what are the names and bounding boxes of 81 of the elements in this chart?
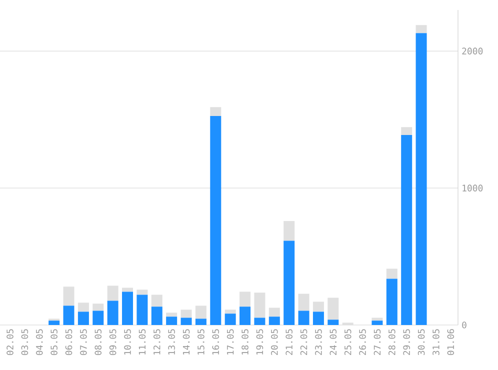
bar (254, 318, 266, 325)
x-tick-label: 28.05 (388, 329, 396, 355)
bar (166, 312, 178, 317)
bar (386, 278, 398, 325)
x-tick-label: 06.05 (65, 329, 72, 356)
bar (386, 268, 398, 279)
x-tick-label: 20.05 (270, 329, 278, 355)
x-tick-label: 07.05 (80, 329, 87, 356)
bar (312, 302, 324, 312)
x-tick-label: 09.05 (109, 329, 116, 356)
bar (372, 320, 383, 325)
x-tick-label: 17.05 (226, 329, 234, 355)
bar (224, 310, 236, 314)
bar (268, 316, 280, 325)
bar (92, 310, 104, 325)
bar (63, 286, 74, 306)
bar (107, 300, 118, 325)
bar (254, 292, 266, 318)
bar (298, 310, 310, 325)
x-tick-label: 23.05 (315, 329, 322, 355)
x-tick-label: 15.05 (198, 329, 204, 355)
bar (284, 240, 295, 325)
x-tick-label: 16.05 (212, 329, 220, 355)
bar (78, 302, 89, 312)
bar (180, 310, 192, 318)
x-tick-label: 01.06 (447, 329, 454, 356)
bar (136, 294, 148, 325)
x-tick-label: 22.05 (300, 329, 308, 355)
bar (107, 286, 118, 301)
bar (122, 288, 134, 292)
bar (416, 25, 427, 34)
bar (372, 318, 383, 321)
bar (92, 304, 104, 311)
bar (416, 33, 427, 325)
y-tick-label: 1000 (462, 184, 483, 192)
x-tick-label: 03.05 (21, 329, 28, 356)
x-tick-label: 14.05 (182, 329, 190, 355)
bar (151, 306, 162, 325)
x-tick-label: 24.05 (330, 329, 337, 355)
bar (210, 107, 222, 116)
y-tick-label: 0 (462, 322, 466, 328)
bar (240, 292, 251, 307)
x-tick-label: 13.05 (168, 329, 175, 355)
bar (122, 292, 134, 325)
x-tick-label: 05.05 (50, 329, 58, 356)
x-tick-label: 02.05 (6, 329, 14, 356)
bar (166, 316, 178, 325)
x-tick-label: 30.05 (418, 329, 425, 356)
bar (195, 306, 206, 319)
bar (180, 318, 192, 325)
x-tick-label: 10.05 (124, 329, 131, 355)
bar (210, 116, 222, 325)
bar (328, 320, 339, 325)
bar (268, 308, 280, 317)
x-tick-label: 12.05 (153, 329, 160, 355)
x-tick-label: 31.05 (432, 329, 440, 356)
bar (298, 294, 310, 311)
bar (401, 127, 412, 136)
bar (195, 318, 206, 325)
bar (78, 312, 89, 325)
y-tick-label: 2000 (462, 48, 483, 54)
bar (240, 306, 251, 325)
bar (151, 294, 162, 307)
x-tick-label: 08.05 (94, 329, 102, 356)
x-tick-label: 18.05 (242, 329, 248, 355)
x-tick-label: 21.05 (286, 329, 292, 355)
bar (48, 320, 60, 325)
bar (328, 298, 339, 320)
x-tick-label: 27.05 (374, 329, 381, 355)
bar (401, 135, 412, 325)
bar (224, 314, 236, 325)
x-tick-label: 11.05 (138, 329, 146, 355)
x-tick-label: 29.05 (403, 329, 410, 355)
bar (284, 221, 295, 241)
bar (63, 306, 74, 325)
x-tick-label: 26.05 (359, 329, 366, 355)
bar (136, 290, 148, 295)
x-tick-label: 04.05 (36, 329, 43, 356)
bar (312, 312, 324, 325)
x-tick-label: 25.05 (344, 329, 352, 355)
x-tick-label: 19.05 (256, 329, 264, 355)
